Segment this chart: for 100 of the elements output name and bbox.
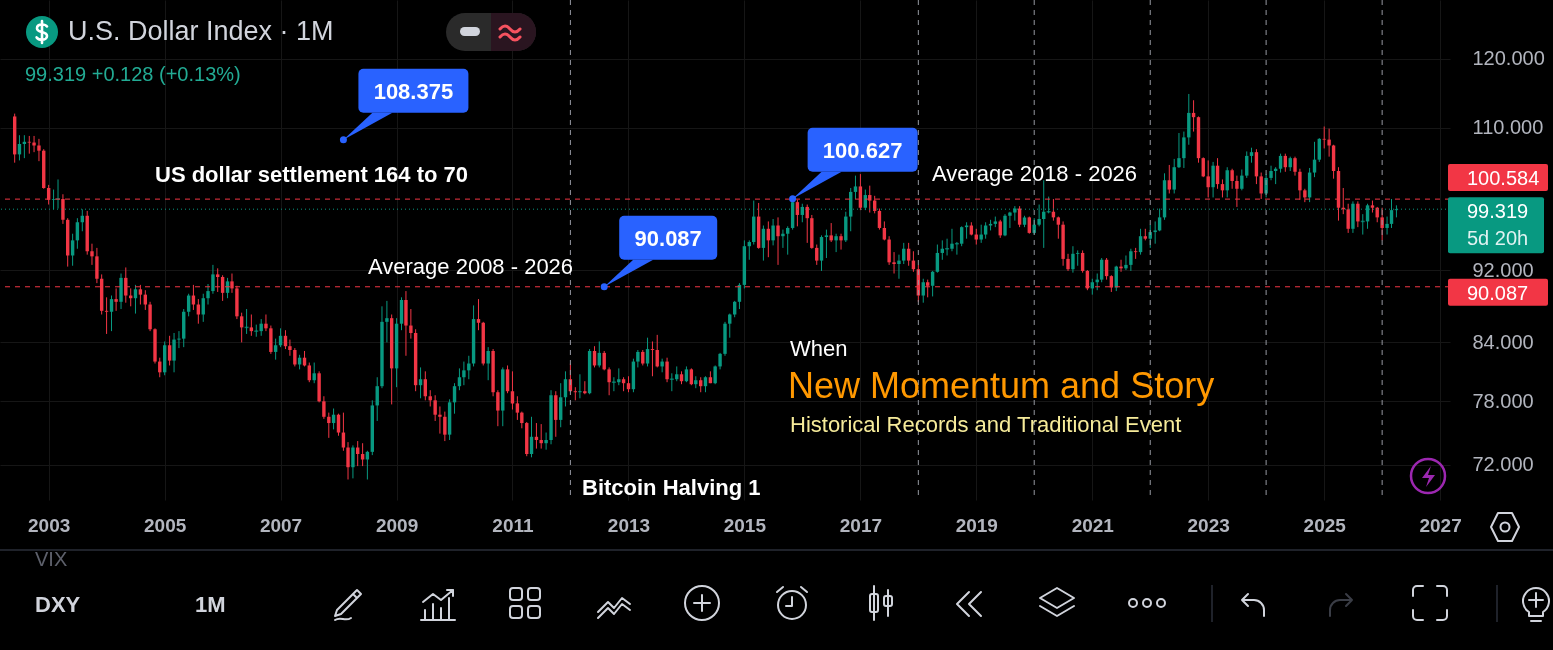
- candlestick: [819, 234, 824, 272]
- annotation: When: [790, 336, 848, 361]
- x-tick-label: 2007: [259, 514, 303, 536]
- candlestick: [959, 225, 964, 247]
- candlestick: [559, 382, 563, 428]
- x-tick-label: 2023: [1187, 514, 1230, 536]
- candlestick: [327, 412, 331, 439]
- candlestick: [90, 243, 94, 266]
- y-tick-label: 78.000: [1472, 389, 1534, 412]
- ref-line-label: 90.087: [1467, 281, 1529, 304]
- annotation: New Momentum and Story: [788, 365, 1215, 406]
- candlestick: [167, 335, 172, 366]
- candlestick: [645, 337, 650, 367]
- candlestick: [293, 347, 297, 367]
- x-tick-label: 2025: [1303, 514, 1347, 536]
- candlestick: [539, 423, 543, 450]
- candlestick: [264, 314, 268, 332]
- text: VIX: [35, 548, 68, 570]
- candlestick: [1177, 132, 1181, 169]
- candlestick: [443, 411, 447, 442]
- annotation: 108.375: [373, 78, 454, 104]
- candlestick: [1322, 126, 1326, 149]
- candlestick: [1269, 165, 1273, 181]
- x-tick-label: 2015: [723, 514, 767, 536]
- candlestick: [1172, 158, 1176, 194]
- candlestick: [1008, 211, 1012, 229]
- candlestick: [892, 251, 896, 275]
- candlestick: [1346, 203, 1350, 234]
- annotation: US dollar settlement 164 to 70: [155, 162, 468, 187]
- candlestick: [1385, 216, 1389, 236]
- annotation: Historical Records and Traditional Event: [790, 412, 1182, 437]
- candlestick: [1124, 255, 1128, 271]
- candlestick: [1211, 161, 1215, 198]
- candlestick: [211, 264, 215, 295]
- candlestick: [906, 242, 911, 267]
- candlestick: [1245, 150, 1249, 179]
- candlestick: [37, 138, 41, 162]
- candlestick: [249, 314, 254, 337]
- annotation: 100.627: [822, 137, 903, 163]
- candlestick: [544, 432, 548, 451]
- x-tick-label: 2021: [1071, 514, 1115, 536]
- text: 5d 20h: [1467, 227, 1529, 250]
- candlestick: [573, 386, 578, 401]
- candlestick: [206, 283, 210, 306]
- annotation: Average 2008 - 2026: [368, 254, 574, 279]
- candlestick: [824, 229, 829, 259]
- candlestick: [1240, 169, 1244, 191]
- candlestick: [781, 229, 785, 249]
- candlestick: [979, 224, 983, 244]
- candlestick: [921, 278, 925, 304]
- candlestick: [660, 358, 664, 373]
- candlestick: [104, 296, 109, 335]
- candlestick: [607, 366, 611, 396]
- candlestick: [307, 362, 311, 383]
- candlestick: [771, 218, 775, 246]
- candlestick: [839, 233, 843, 251]
- candlestick: [288, 339, 292, 357]
- y-tick-label: 84.000: [1472, 330, 1534, 353]
- x-tick-label: 2003: [28, 514, 71, 536]
- candlestick: [438, 405, 442, 435]
- candlestick: [776, 216, 780, 266]
- candlestick: [476, 298, 481, 331]
- candlestick: [578, 373, 582, 399]
- x-tick-label: 2009: [375, 514, 419, 536]
- candlestick: [1230, 168, 1234, 190]
- candlestick: [1003, 213, 1007, 237]
- candlestick: [418, 366, 423, 399]
- candlestick: [1182, 131, 1186, 169]
- candlestick: [786, 225, 790, 256]
- candlestick: [1133, 247, 1138, 260]
- candlestick: [887, 235, 891, 266]
- candlestick: [815, 244, 819, 266]
- candlestick: [322, 395, 326, 420]
- candlestick: [95, 247, 99, 284]
- candlestick: [515, 395, 520, 421]
- candlestick: [269, 325, 273, 355]
- candlestick: [27, 135, 31, 155]
- candlestick: [133, 284, 138, 315]
- candlestick: [1293, 156, 1297, 177]
- candlestick: [273, 338, 278, 361]
- annotation: Bitcoin Halving 1: [582, 475, 761, 500]
- candlestick: [467, 355, 471, 380]
- candlestick: [496, 389, 500, 427]
- candlestick: [829, 222, 833, 243]
- x-tick-label: 2011: [492, 514, 534, 536]
- x-tick-label: 2013: [607, 514, 651, 536]
- ref-line-label: 99.319: [1467, 200, 1529, 223]
- candlestick: [1167, 164, 1171, 194]
- candlestick: [172, 332, 176, 373]
- text: 99.319 +0.128 (+0.13%): [25, 63, 241, 86]
- x-tick-label: 2019: [955, 514, 998, 536]
- candlestick: [853, 175, 858, 200]
- candlestick: [119, 273, 123, 310]
- annotation: 90.087: [634, 225, 702, 251]
- candlestick: [109, 295, 114, 332]
- candlestick: [1153, 220, 1157, 245]
- text: U.S. Dollar Index · 1M: [68, 16, 334, 47]
- candlestick: [486, 346, 490, 381]
- candlestick: [433, 394, 437, 422]
- candlestick: [1129, 248, 1133, 272]
